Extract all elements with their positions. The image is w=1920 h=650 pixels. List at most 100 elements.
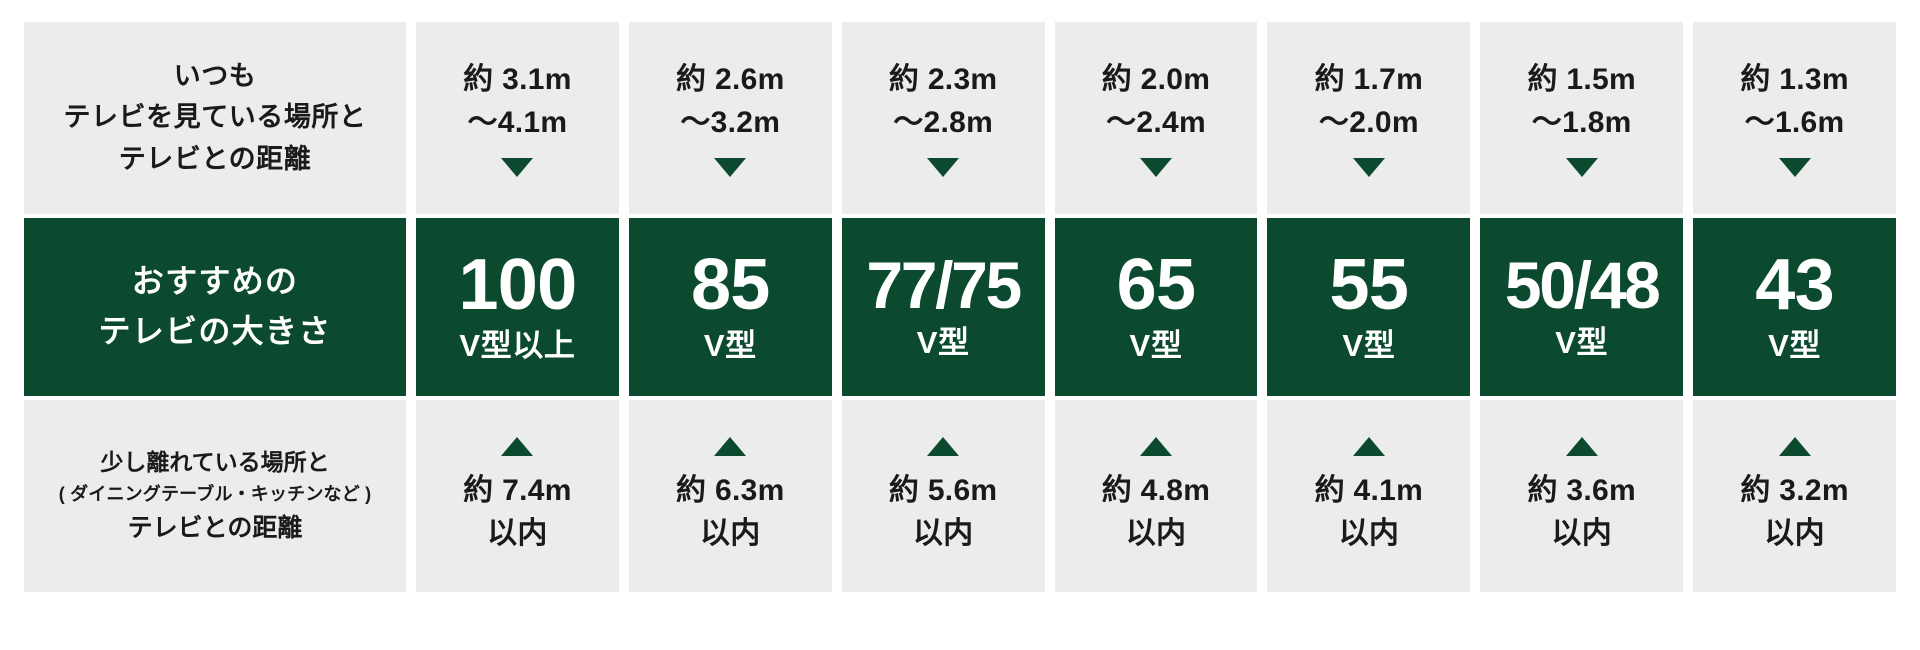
triangle-up-icon <box>714 436 747 456</box>
near-distance-value-line2: 〜4.1m <box>467 105 568 139</box>
size-number: 65 <box>1116 245 1196 326</box>
far-distance-value-line1: 約 6.3m <box>676 473 785 507</box>
recommended-size-cell: 77/75 V型 <box>841 218 1045 396</box>
near-distance-value-line1: 約 1.7m <box>1314 62 1424 96</box>
far-distance-value-line1: 約 3.2m <box>1740 473 1849 507</box>
far-distance-value-line2: 以内 <box>699 516 761 550</box>
recommended-size-label-line2: テレビの大きさ <box>98 313 332 349</box>
far-distance-cell: 約 7.4m 以内 <box>416 400 619 592</box>
size-column: 約 2.0m 〜2.4m 65 V型 約 4.8m 以内 <box>1054 22 1258 628</box>
size-number: 50/48 <box>1504 248 1661 323</box>
near-distance-value-line1: 約 1.5m <box>1527 62 1636 96</box>
triangle-up-icon <box>1565 436 1598 456</box>
size-unit: V型 <box>1342 327 1396 363</box>
triangle-up-icon <box>1352 436 1385 456</box>
recommended-size-cell: 43 V型 <box>1693 218 1897 396</box>
size-unit: V型 <box>916 324 970 360</box>
recommended-size-cell: 100 V型以上 <box>416 218 619 396</box>
size-column: 約 1.3m 〜1.6m 43 V型 約 3.2m 以内 <box>1693 22 1897 628</box>
near-distance-value-line1: 約 2.3m <box>888 62 998 96</box>
size-column: 約 1.5m 〜1.8m 50/48 V型 約 3.6m 以内 <box>1480 22 1684 628</box>
recommended-size-cell: 85 V型 <box>628 218 832 396</box>
near-distance-cell: 約 3.1m 〜4.1m <box>416 22 619 214</box>
far-distance-label-line3: テレビとの距離 <box>127 513 303 542</box>
triangle-down-icon <box>714 158 747 178</box>
row-gutter <box>1693 396 1897 400</box>
triangle-down-icon <box>501 158 534 178</box>
triangle-up-icon <box>501 436 534 456</box>
triangle-down-icon <box>927 158 960 178</box>
row-gutter <box>1693 214 1897 218</box>
far-distance-value-line1: 約 5.6m <box>888 473 998 507</box>
far-distance-value-line2: 以内 <box>1551 516 1613 550</box>
size-column: 約 2.3m 〜2.8m 77/75 V型 約 5.6m 以内 <box>841 22 1045 628</box>
size-column: 約 3.1m 〜4.1m 100 V型以上 約 7.4m 以内 <box>416 22 619 628</box>
far-distance-value-line1: 約 7.4m <box>463 473 572 507</box>
triangle-down-icon <box>1565 158 1598 178</box>
row-label-recommended-size: おすすめの テレビの大きさ <box>24 218 406 396</box>
far-distance-label-line1: 少し離れている場所と <box>100 448 330 475</box>
near-distance-label-line2: テレビを見ている場所と <box>63 102 367 133</box>
size-number: 43 <box>1755 245 1834 326</box>
far-distance-value-line1: 約 3.6m <box>1527 473 1636 507</box>
far-distance-cell: 約 6.3m 以内 <box>628 400 832 592</box>
triangle-down-icon <box>1140 158 1172 178</box>
row-gutter <box>1480 396 1684 400</box>
triangle-down-icon <box>1778 158 1811 178</box>
recommended-size-cell: 65 V型 <box>1054 218 1258 396</box>
row-gutter <box>1267 214 1471 218</box>
near-distance-value-line1: 約 2.0m <box>1101 62 1211 96</box>
near-distance-value-line2: 〜1.6m <box>1744 105 1845 139</box>
near-distance-value-line2: 〜3.2m <box>680 105 781 139</box>
size-unit: V型 <box>703 327 757 363</box>
near-distance-cell: 約 2.0m 〜2.4m <box>1054 22 1258 214</box>
size-column: 約 1.7m 〜2.0m 55 V型 約 4.1m 以内 <box>1267 22 1471 628</box>
near-distance-value-line2: 〜2.0m <box>1318 105 1419 139</box>
near-distance-value-line2: 〜2.4m <box>1106 105 1206 139</box>
recommended-size-cell: 50/48 V型 <box>1480 218 1684 396</box>
row-gutter <box>628 396 832 400</box>
row-gutter <box>841 214 1045 218</box>
near-distance-label-line3: テレビとの距離 <box>118 143 312 174</box>
recommended-size-label-line1: おすすめの <box>131 263 299 300</box>
far-distance-value-line2: 以内 <box>1125 516 1187 550</box>
row-gutter <box>1054 396 1258 400</box>
row-gutter <box>24 214 406 218</box>
triangle-up-icon <box>1778 436 1811 456</box>
far-distance-value-line1: 約 4.1m <box>1314 473 1424 507</box>
near-distance-cell: 約 2.3m 〜2.8m <box>841 22 1045 214</box>
near-distance-value-line2: 〜1.8m <box>1531 105 1632 139</box>
size-unit: V型 <box>1129 327 1183 363</box>
far-distance-value-line2: 以内 <box>1338 516 1400 550</box>
far-distance-cell: 約 4.1m 以内 <box>1267 400 1471 592</box>
near-distance-value-line1: 約 1.3m <box>1740 62 1849 96</box>
near-distance-cell: 約 1.5m 〜1.8m <box>1480 22 1684 214</box>
far-distance-value-line2: 以内 <box>487 516 548 550</box>
size-number: 55 <box>1329 245 1409 326</box>
row-gutter <box>841 396 1045 400</box>
near-distance-cell: 約 2.6m 〜3.2m <box>628 22 832 214</box>
near-distance-value-line1: 約 2.6m <box>676 62 785 96</box>
size-number: 85 <box>690 245 770 326</box>
size-unit: V型 <box>1555 324 1609 360</box>
row-label-far-distance: 少し離れている場所と ( ダイニングテーブル・キッチンなど ) テレビとの距離 <box>24 400 406 592</box>
near-distance-cell: 約 1.7m 〜2.0m <box>1267 22 1471 214</box>
row-label-near-distance: いつも テレビを見ている場所と テレビとの距離 <box>24 22 406 214</box>
recommended-size-cell: 55 V型 <box>1267 218 1471 396</box>
near-distance-value-line1: 約 3.1m <box>463 62 572 96</box>
triangle-up-icon <box>927 436 960 456</box>
row-label-column: いつも テレビを見ている場所と テレビとの距離 おすすめの テレビの大きさ 少し… <box>24 22 406 628</box>
size-column: 約 2.6m 〜3.2m 85 V型 約 6.3m 以内 <box>628 22 832 628</box>
triangle-up-icon <box>1140 436 1172 456</box>
far-distance-value-line1: 約 4.8m <box>1101 473 1211 507</box>
near-distance-label-line1: いつも <box>173 61 257 92</box>
row-gutter <box>1054 214 1258 218</box>
size-number: 77/75 <box>866 248 1022 323</box>
size-unit: V型 <box>1768 327 1822 363</box>
near-distance-value-line2: 〜2.8m <box>893 105 994 139</box>
size-unit: V型以上 <box>459 327 576 363</box>
far-distance-cell: 約 3.6m 以内 <box>1480 400 1684 592</box>
row-gutter <box>416 214 619 218</box>
row-gutter <box>24 396 406 400</box>
